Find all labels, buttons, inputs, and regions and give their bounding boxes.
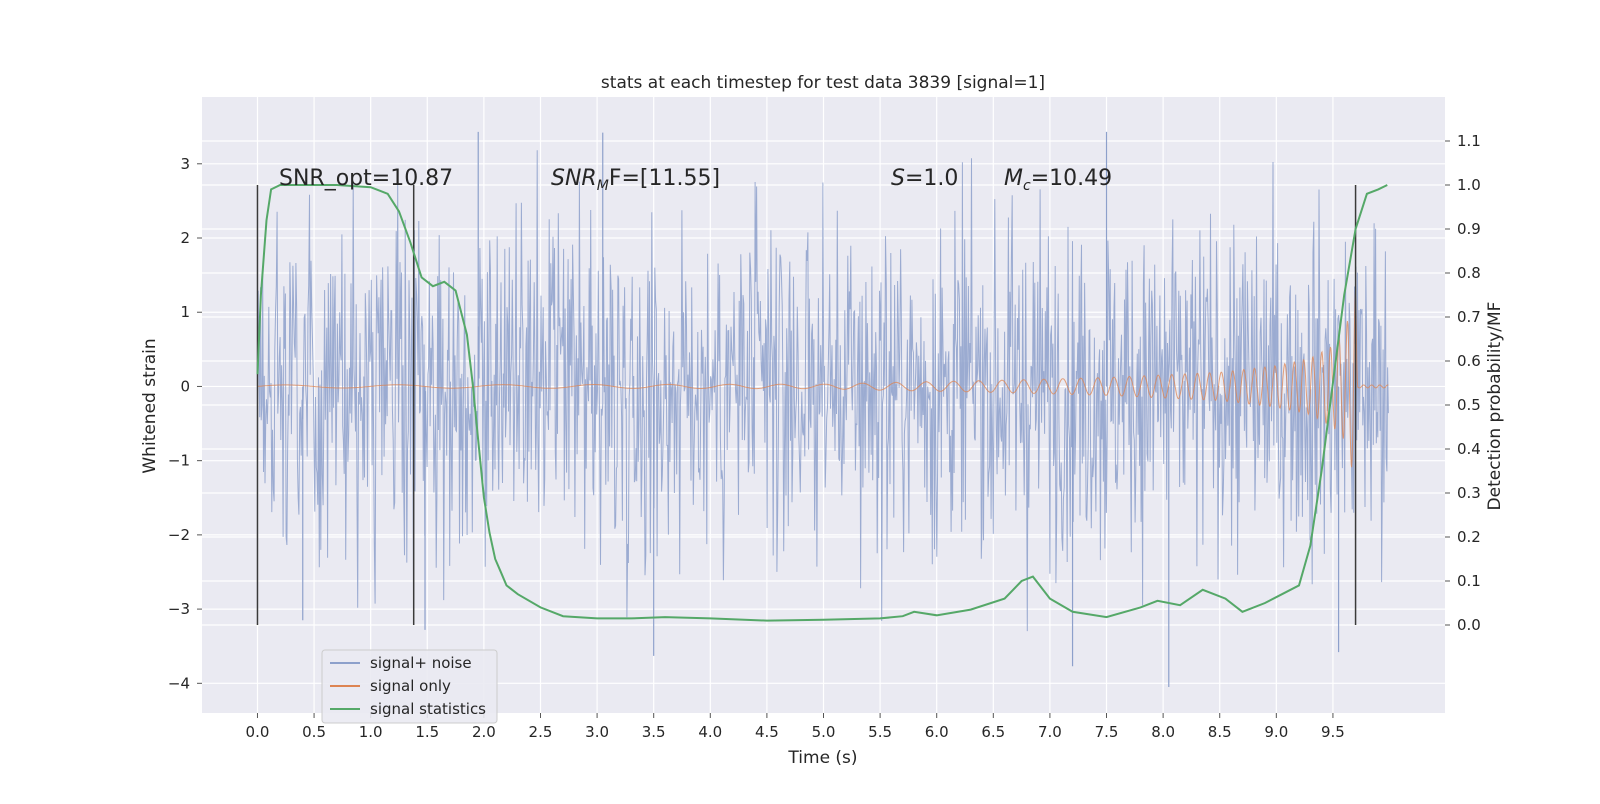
- x-tick-label: 5.0: [812, 723, 836, 741]
- x-tick-label: 8.0: [1151, 723, 1175, 741]
- x-tick-label: 5.5: [868, 723, 892, 741]
- x-axis-label: Time (s): [787, 748, 857, 768]
- y-tick-label-right: 0.5: [1457, 396, 1481, 414]
- annotation-snr-mf: SNRMF=[11.55]: [551, 166, 720, 194]
- x-tick-label: 9.5: [1321, 723, 1345, 741]
- x-tick-label: 3.0: [585, 723, 609, 741]
- x-tick-label: 7.5: [1095, 723, 1119, 741]
- legend-label-signal-noise: signal+ noise: [370, 654, 472, 672]
- x-tick-label: 6.0: [925, 723, 949, 741]
- annotation-mc: Mc=10.49: [1004, 166, 1112, 194]
- x-tick-label: 4.0: [698, 723, 722, 741]
- legend: signal+ noise signal only signal statist…: [321, 649, 498, 724]
- x-tick-label: 9.0: [1264, 723, 1288, 741]
- y-tick-label-right: 0.9: [1457, 220, 1481, 238]
- signal-statistics-line: [256, 184, 1388, 622]
- y-tick-label: −4: [168, 674, 190, 692]
- series-layer: [257, 131, 1389, 688]
- x-tick-label: 2.5: [529, 723, 553, 741]
- annotation-snr-opt: SNR_opt=10.87: [279, 166, 453, 191]
- y-tick-label: 0: [180, 377, 190, 395]
- y-tick-label-right: 0.0: [1457, 616, 1481, 634]
- y-tick-label-right: 0.4: [1457, 440, 1481, 458]
- x-tick-label: 3.5: [642, 723, 666, 741]
- y-tick-label-right: 0.6: [1457, 352, 1481, 370]
- x-tick-label: 0.5: [302, 723, 326, 741]
- x-tick-label: 6.5: [981, 723, 1005, 741]
- x-ticks: 0.0 0.5 1.0 1.5 2.0 2.5 3.0 3.5 4.0 4.5 5.0 5.5 6.0 6…: [246, 713, 1345, 741]
- legend-label-signal-statistics: signal statistics: [370, 700, 486, 718]
- y-tick-label: 3: [180, 155, 190, 173]
- y-tick-label-right: 0.2: [1457, 528, 1481, 546]
- signal-only-line: [257, 290, 1389, 468]
- x-tick-label: 4.5: [755, 723, 779, 741]
- y-tick-label-right: 1.0: [1457, 176, 1481, 194]
- x-tick-label: 0.0: [246, 723, 270, 741]
- y-tick-label: 2: [180, 229, 190, 247]
- signal-noise-line: [257, 150, 1389, 632]
- y-tick-label: −1: [168, 452, 190, 470]
- legend-box: [321, 649, 498, 724]
- chart-title: stats at each timestep for test data 383…: [601, 73, 1045, 93]
- x-tick-label: 7.0: [1038, 723, 1062, 741]
- y-tick-label-right: 1.1: [1457, 132, 1481, 150]
- y-tick-label: 1: [180, 303, 190, 321]
- y-tick-label-right: 0.7: [1457, 308, 1481, 326]
- annotation-s: S=1.0: [891, 166, 958, 191]
- markers-layer: [256, 184, 1388, 625]
- y-ticks-right: 1.1 1.0 0.9 0.8 0.7 0.6 0.5 0.4 0.3 0.2 0.1 0.0: [1445, 132, 1481, 634]
- y-tick-label: −3: [168, 600, 190, 618]
- y-axis-label-right: Detection probability/MF: [1485, 302, 1505, 511]
- x-tick-label: 1.0: [359, 723, 383, 741]
- legend-label-signal-only: signal only: [370, 677, 451, 695]
- x-tick-label: 8.5: [1208, 723, 1232, 741]
- y-tick-label-right: 0.3: [1457, 484, 1481, 502]
- y-tick-label-right: 0.1: [1457, 572, 1481, 590]
- y-axis-label: Whitened strain: [140, 338, 160, 473]
- y-tick-label-right: 0.8: [1457, 264, 1481, 282]
- y-ticks: 3 2 1 0 −1 −2 −3 −4: [168, 155, 202, 692]
- x-tick-label: 2.0: [472, 723, 496, 741]
- y-tick-label: −2: [168, 526, 190, 544]
- x-tick-label: 1.5: [415, 723, 439, 741]
